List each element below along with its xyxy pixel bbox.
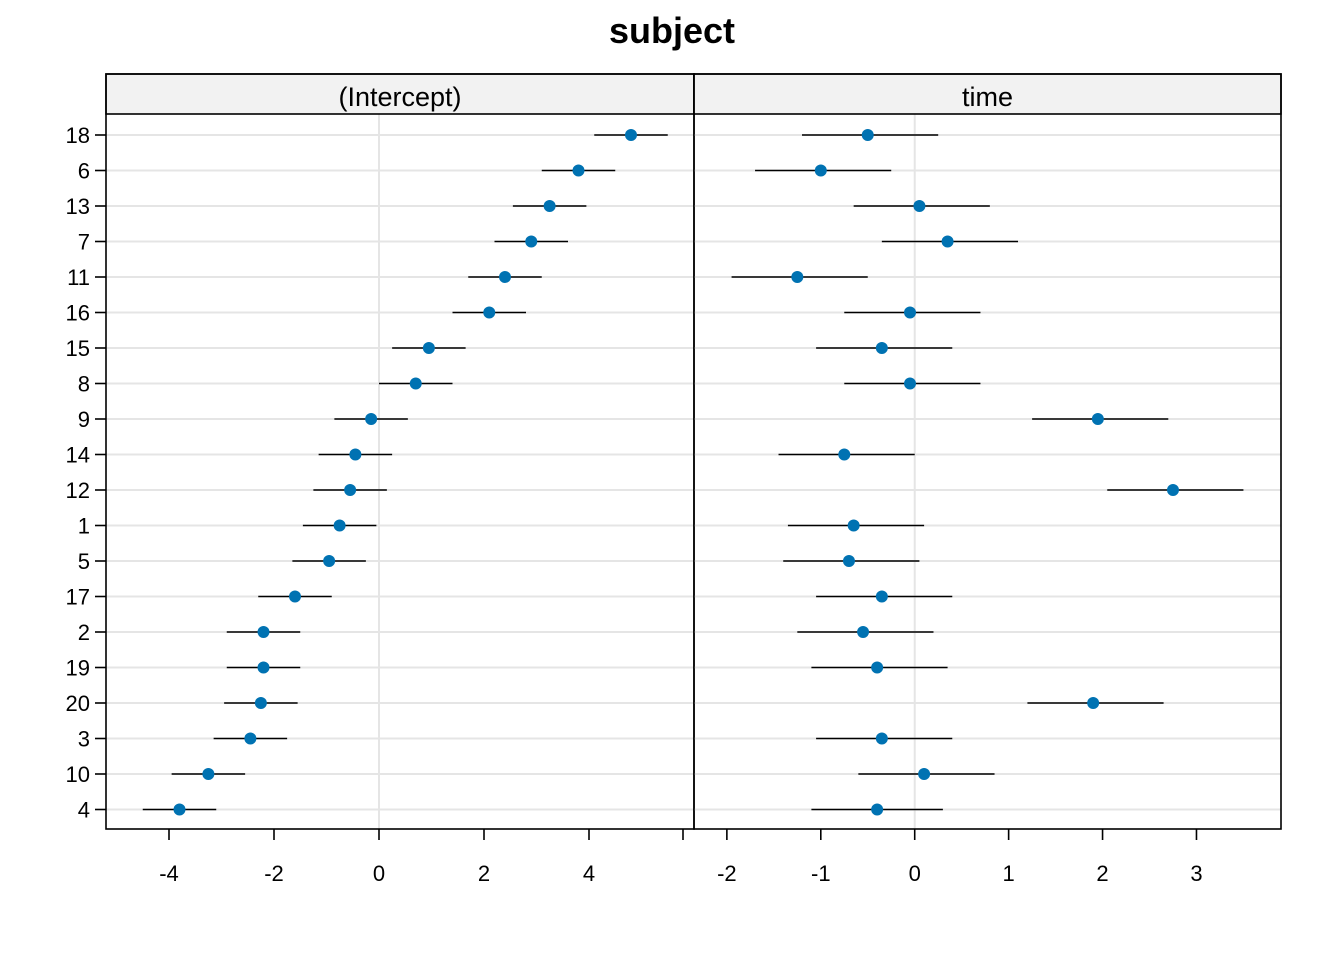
data-point — [344, 484, 357, 496]
x-tick-label: 0 — [373, 861, 385, 886]
x-tick-label: -2 — [717, 861, 737, 886]
data-point — [847, 519, 860, 532]
data-point — [814, 164, 827, 177]
data-point — [244, 732, 257, 745]
y-tick-label: 18 — [66, 123, 90, 148]
data-point — [861, 129, 874, 141]
y-tick-label: 17 — [66, 585, 90, 610]
panel-strip-label: (Intercept) — [338, 82, 461, 112]
data-point — [1166, 484, 1179, 496]
x-tick-label: 3 — [1190, 861, 1202, 886]
data-point — [875, 342, 888, 354]
x-tick-label: 0 — [909, 861, 921, 886]
data-point — [875, 590, 888, 603]
data-point — [625, 129, 637, 141]
data-point — [875, 732, 888, 745]
data-point — [791, 271, 804, 283]
data-point — [1087, 697, 1100, 709]
x-tick-label: -4 — [159, 861, 179, 886]
x-tick-label: 2 — [478, 861, 490, 886]
y-tick-label: 19 — [66, 656, 90, 681]
data-point — [871, 803, 884, 816]
data-point — [254, 697, 267, 709]
data-point — [1091, 413, 1104, 425]
data-point — [499, 271, 511, 283]
y-tick-label: 10 — [66, 762, 90, 787]
data-point — [365, 413, 378, 425]
data-point — [257, 661, 270, 674]
data-point — [904, 377, 917, 390]
x-tick-label: 4 — [583, 861, 595, 886]
data-point — [173, 803, 186, 816]
data-point — [349, 448, 362, 461]
x-tick-label: 1 — [1003, 861, 1015, 886]
data-point — [572, 164, 585, 177]
data-point — [842, 555, 855, 567]
y-tick-label: 1 — [78, 514, 90, 539]
y-tick-label: 9 — [78, 407, 90, 432]
y-tick-label: 3 — [78, 727, 90, 752]
data-point — [483, 306, 496, 319]
data-point — [857, 626, 870, 638]
data-point — [257, 626, 270, 638]
data-point — [323, 555, 336, 567]
y-tick-label: 2 — [78, 620, 90, 645]
panel-strip-label: time — [962, 82, 1013, 112]
y-tick-label: 16 — [66, 301, 90, 326]
y-tick-label: 15 — [66, 336, 90, 361]
y-tick-label: 4 — [78, 798, 90, 823]
data-point — [838, 448, 851, 461]
data-point — [333, 519, 346, 532]
y-tick-label: 7 — [78, 230, 90, 255]
y-tick-label: 20 — [66, 691, 90, 716]
chart-title: subject — [609, 10, 735, 51]
data-point — [289, 590, 301, 603]
data-point — [941, 235, 954, 248]
panel-border — [105, 73, 695, 830]
panel-border — [693, 73, 1282, 830]
data-point — [913, 200, 926, 212]
data-point — [409, 377, 422, 390]
data-point — [904, 306, 917, 319]
y-tick-label: 8 — [78, 372, 90, 397]
data-point — [543, 200, 556, 212]
y-tick-label: 6 — [78, 159, 90, 184]
y-tick-label: 5 — [78, 549, 90, 574]
data-point — [525, 235, 538, 248]
panel-intercept: (Intercept) -4 -2 0 2 4 — [105, 73, 695, 886]
x-tick-label: -1 — [811, 861, 831, 886]
data-point — [422, 342, 435, 354]
y-tick-label: 11 — [67, 265, 90, 290]
y-tick-label: 14 — [66, 443, 90, 468]
data-point — [871, 661, 884, 674]
x-tick-label: 2 — [1096, 861, 1108, 886]
y-tick-label: 12 — [66, 478, 90, 503]
panel-time: time -2 -1 0 1 2 3 — [693, 73, 1282, 886]
data-point — [918, 768, 931, 780]
y-tick-label: 13 — [66, 194, 90, 219]
x-tick-label: -2 — [264, 861, 284, 886]
data-point — [202, 768, 215, 780]
